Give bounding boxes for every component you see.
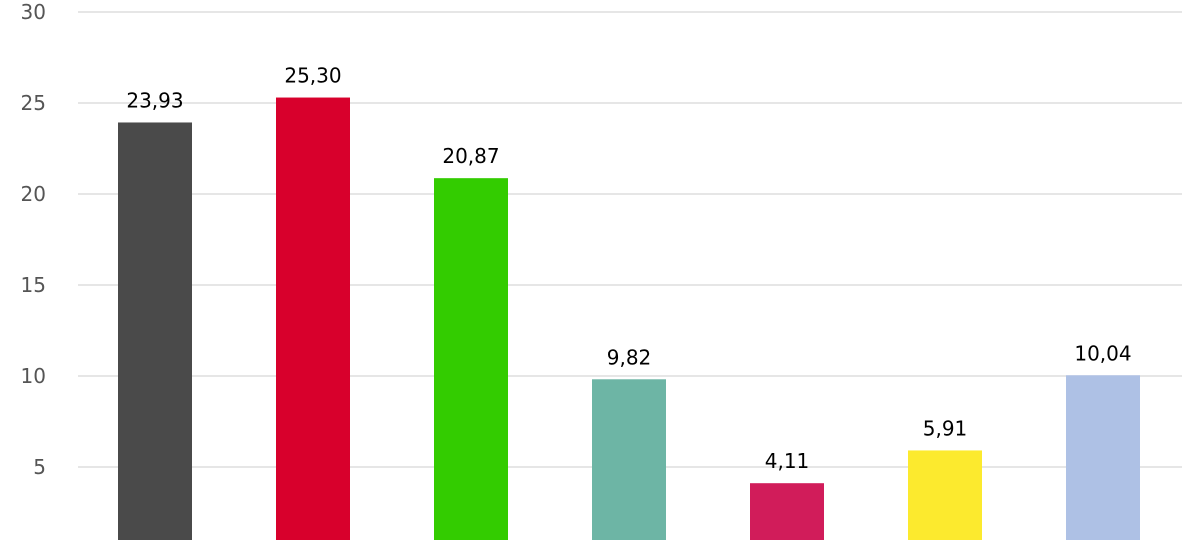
bar-value-label-2: 25,30 <box>284 64 341 88</box>
bar-value-label-1: 23,93 <box>126 88 183 112</box>
y-tick-label: 30 <box>21 0 46 24</box>
bar-value-label-4: 9,82 <box>607 345 652 369</box>
bar-value-label-6: 5,91 <box>923 416 968 440</box>
y-axis-ticks: 5 10 15 20 25 30 <box>21 0 46 479</box>
y-tick-label: 25 <box>21 91 46 115</box>
data-labels: 23,93 25,30 20,87 9,82 4,11 5,91 10,04 <box>126 64 1131 474</box>
bar-value-label-3: 20,87 <box>442 144 499 168</box>
bar-2 <box>276 97 350 540</box>
bar-3 <box>434 178 508 540</box>
bar-4 <box>592 379 666 540</box>
bar-value-label-5: 4,11 <box>765 449 810 473</box>
gridlines <box>78 11 1182 468</box>
bar-7 <box>1066 375 1140 540</box>
y-tick-label: 15 <box>21 273 46 297</box>
bars <box>118 97 1140 540</box>
bar-value-label-7: 10,04 <box>1074 341 1131 365</box>
y-tick-label: 5 <box>33 455 46 479</box>
bar-5 <box>750 483 824 540</box>
bar-6 <box>908 450 982 540</box>
y-tick-label: 10 <box>21 364 46 388</box>
y-tick-label: 20 <box>21 182 46 206</box>
bar-1 <box>118 122 192 540</box>
